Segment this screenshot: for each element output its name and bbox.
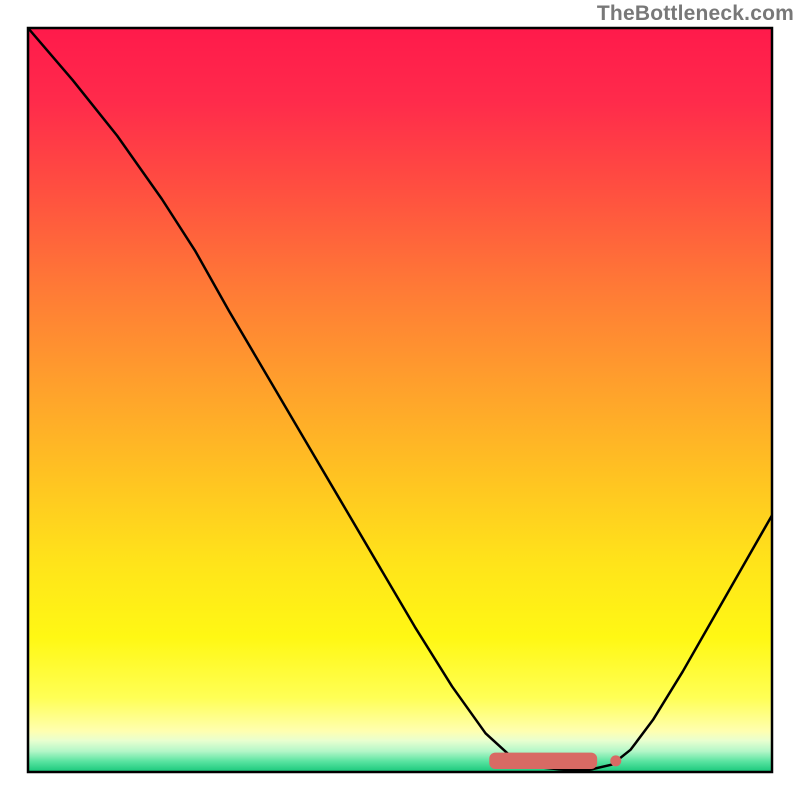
watermark-text: TheBottleneck.com bbox=[597, 2, 794, 26]
recommended-range-bar bbox=[489, 753, 597, 769]
bottleneck-chart bbox=[0, 0, 800, 800]
recommended-range-dot bbox=[610, 755, 621, 766]
plot-background bbox=[28, 28, 772, 772]
chart-container: { "watermark": { "text": "TheBottleneck.… bbox=[0, 0, 800, 800]
